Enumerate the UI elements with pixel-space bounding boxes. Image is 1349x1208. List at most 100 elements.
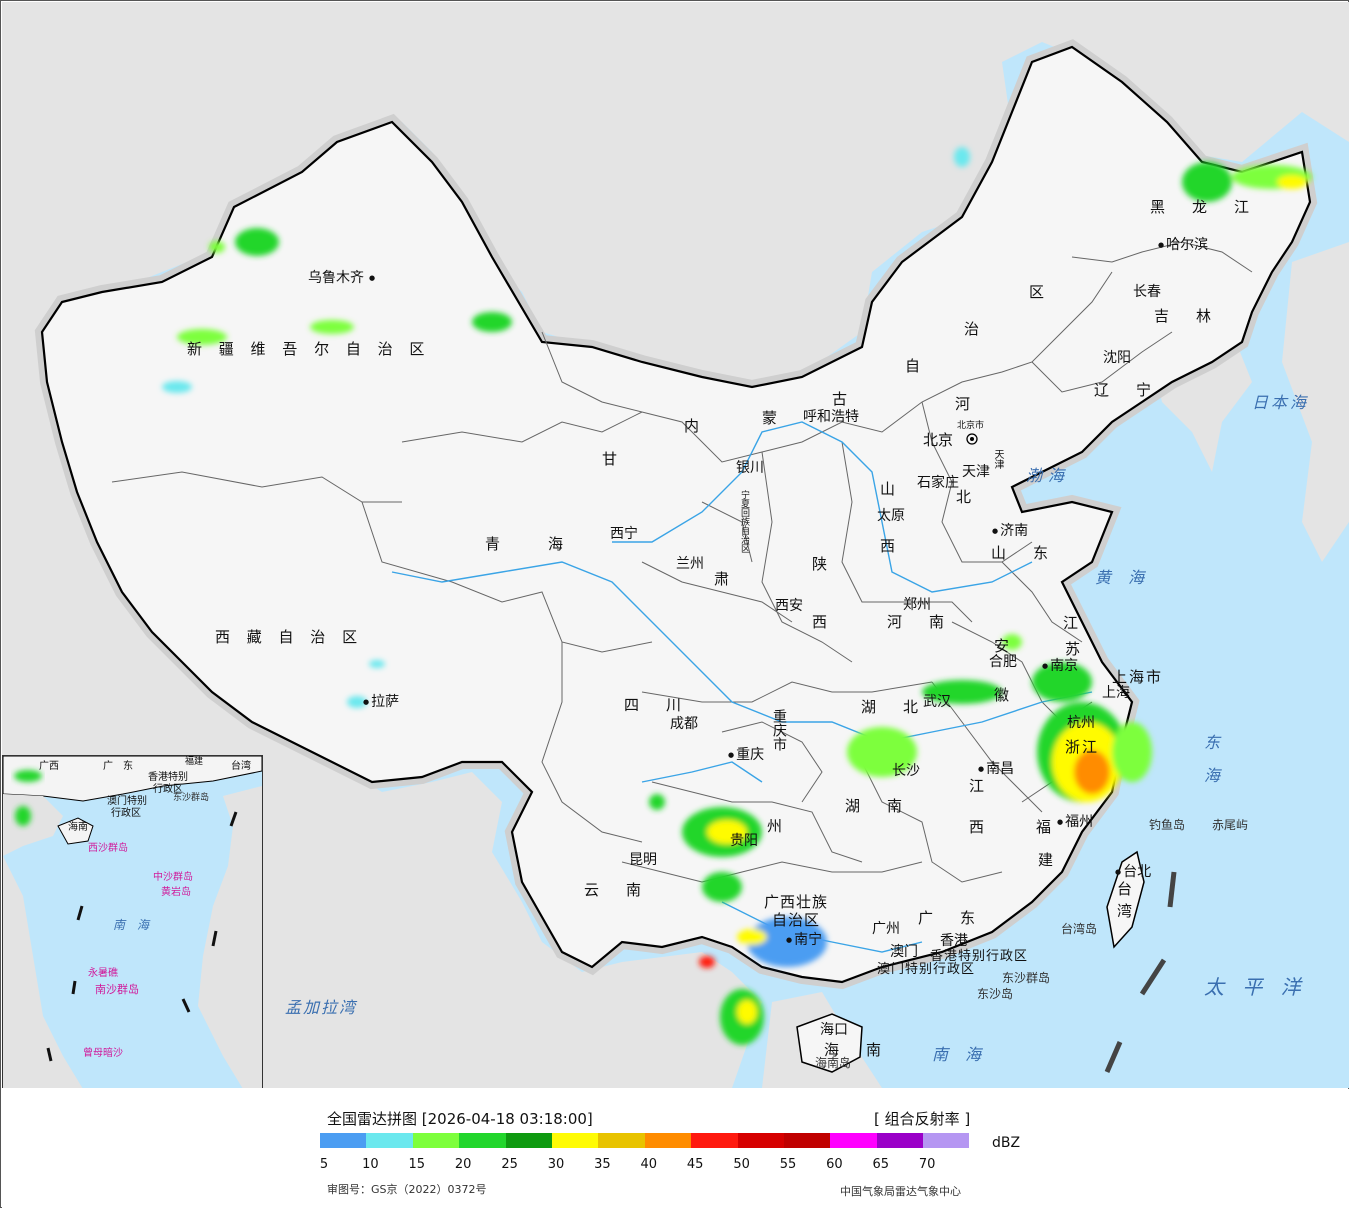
legend-swatch-4: [505, 1133, 552, 1148]
label-shanxi-1: 山: [880, 480, 902, 498]
city-lanzhou: 兰州: [676, 556, 704, 572]
city-guiyang: 贵阳: [730, 833, 758, 849]
city-shenyang: 沈阳: [1103, 350, 1131, 366]
legend-tick: 55: [779, 1157, 797, 1172]
label-henan: 河 南: [887, 613, 951, 631]
inset-label-hainan: 海南: [68, 822, 88, 833]
inset-canvas: [3, 756, 262, 1088]
legend-tick: 30: [547, 1157, 565, 1172]
inset-label-macau2: 行政区: [111, 808, 141, 819]
legend-color-bar: [320, 1133, 970, 1148]
city-shanghai: 上海: [1102, 685, 1130, 701]
neighbour-land-west: [2, 2, 1349, 1088]
inset-label-hk2: 行政区: [153, 784, 183, 795]
inset-label-fujian: 福建: [185, 757, 204, 767]
island-dongsha-group: 东沙群岛: [1002, 971, 1051, 985]
legend-swatch-10: [783, 1133, 831, 1148]
city-xining: 西宁: [610, 526, 638, 542]
label-taiwan-1: 台: [1117, 880, 1139, 898]
label-jiangxi-1: 江: [969, 777, 991, 795]
island-hainan: 海南岛: [815, 1056, 852, 1070]
city-nanjing: 南京: [1042, 659, 1078, 673]
city-macau: 澳门: [890, 944, 918, 960]
sea-bohai: 渤海: [1026, 466, 1071, 485]
label-shaanxi-2: 西: [812, 613, 834, 631]
label-macau: 澳门特别行政区: [877, 962, 976, 977]
label-neimenggu-3: 古: [832, 390, 854, 408]
inset-label-macau: 澳门特别: [107, 796, 147, 807]
island-chiwei: 赤尾屿: [1212, 818, 1249, 832]
label-ningxia: 宁夏回族自治区: [739, 490, 749, 553]
label-hainan: 海 南: [824, 1041, 888, 1059]
legend: 全国雷达拼图 [2026-04-18 03:18:00] [ 组合反射率 ] 5…: [2, 1089, 1349, 1208]
inset-label-zengmu: 曾母暗沙: [83, 1048, 123, 1059]
city-hongkong: 香港: [940, 933, 968, 949]
legend-product: [ 组合反射率 ]: [874, 1110, 971, 1128]
sea-taiping: 太 平 洋: [1204, 975, 1307, 999]
label-shanghai: 上海市: [1112, 668, 1164, 686]
city-kunming: 昆明: [629, 852, 657, 868]
label-liaoning: 辽 宁: [1094, 381, 1158, 399]
legend-credit: 中国气象局雷达气象中心: [840, 1185, 961, 1198]
beijing-marker-dot: [970, 437, 974, 441]
legend-title: 全国雷达拼图 [2026-04-18 03:18:00]: [327, 1110, 593, 1128]
label-jilin: 吉 林: [1154, 307, 1218, 325]
label-neimenggu-5: 治: [964, 320, 986, 338]
label-sichuan: 四 川: [624, 696, 688, 714]
label-shanxi-2: 西: [880, 537, 902, 555]
city-nanchang: 南昌: [978, 762, 1014, 776]
hainan-island: [796, 1013, 863, 1073]
city-jinan: 济南: [992, 524, 1028, 538]
city-urumqi-dot: [369, 271, 377, 285]
label-jiangsu-2: 苏: [1065, 640, 1087, 658]
label-chongqing: 重庆市: [771, 709, 787, 751]
city-chongqing: 重庆: [728, 748, 764, 762]
legend-tick: 15: [408, 1157, 426, 1172]
legend-tick: 50: [733, 1157, 750, 1172]
label-jiangxi-2: 西: [969, 818, 991, 836]
label-yunnan: 云 南: [584, 881, 648, 899]
label-guangxi-2: 自治区: [772, 911, 821, 929]
label-shaanxi-1: 陕: [812, 555, 834, 573]
legend-swatch-11: [830, 1133, 877, 1148]
label-hubei: 湖 北: [861, 698, 925, 716]
legend-tick: 70: [918, 1157, 936, 1172]
radar-echoes: [162, 147, 1312, 1045]
island-dongsha: 东沙岛: [977, 987, 1014, 1001]
legend-tick: 20: [454, 1157, 472, 1172]
legend-tick: 60: [826, 1157, 843, 1172]
city-beijing: 北京: [923, 431, 954, 449]
label-guizhou: 州: [767, 817, 789, 835]
legend-approval: 审图号：GS京（2022）0372号: [327, 1183, 487, 1196]
legend-swatch-12: [876, 1133, 924, 1148]
south-china-sea-inset: 广 东 福建 台湾 广西 香港特别 行政区 澳门特别 行政区 东沙群岛 海南 西…: [2, 755, 263, 1088]
city-yinchuan: 银川: [736, 460, 764, 476]
label-neimenggu-1: 内: [684, 417, 706, 435]
legend-unit: dBZ: [992, 1135, 1021, 1151]
label-gansu-2: 肃: [714, 570, 736, 588]
inset-label-nansha: 南沙群岛: [95, 983, 139, 996]
legend-swatch-6: [598, 1133, 645, 1148]
sea-donghai: 东 海: [1201, 734, 1220, 790]
label-neimenggu-4: 自: [905, 357, 927, 375]
inset-label-dongsha: 东沙群岛: [173, 793, 210, 803]
city-changsha: 长沙: [892, 763, 920, 779]
sea-nanhai: 南 海: [932, 1045, 988, 1064]
legend-swatch-9: [737, 1133, 784, 1148]
label-guangdong: 广 东: [918, 909, 982, 927]
legend-swatch-8: [691, 1133, 738, 1148]
city-haikou: 海口: [820, 1022, 848, 1038]
label-qinghai: 青 海: [485, 535, 570, 553]
city-taiyuan: 太原: [877, 508, 905, 524]
legend-ticks: 5 10 15 20 25 30 35 40 45 50 55 60 65 70: [302, 1157, 1002, 1173]
label-neimenggu-6: 区: [1029, 283, 1051, 301]
rivers: [391, 421, 1093, 953]
inset-label-hk: 香港特别: [148, 772, 188, 783]
inset-label-guangxi: 广西: [39, 761, 59, 772]
legend-tick: 45: [686, 1157, 704, 1172]
city-fuzhou: 福州: [1057, 815, 1093, 829]
legend-swatch-2: [412, 1133, 460, 1148]
label-anhui-2: 徽: [994, 686, 1016, 704]
city-lhasa: 拉萨: [363, 695, 399, 709]
